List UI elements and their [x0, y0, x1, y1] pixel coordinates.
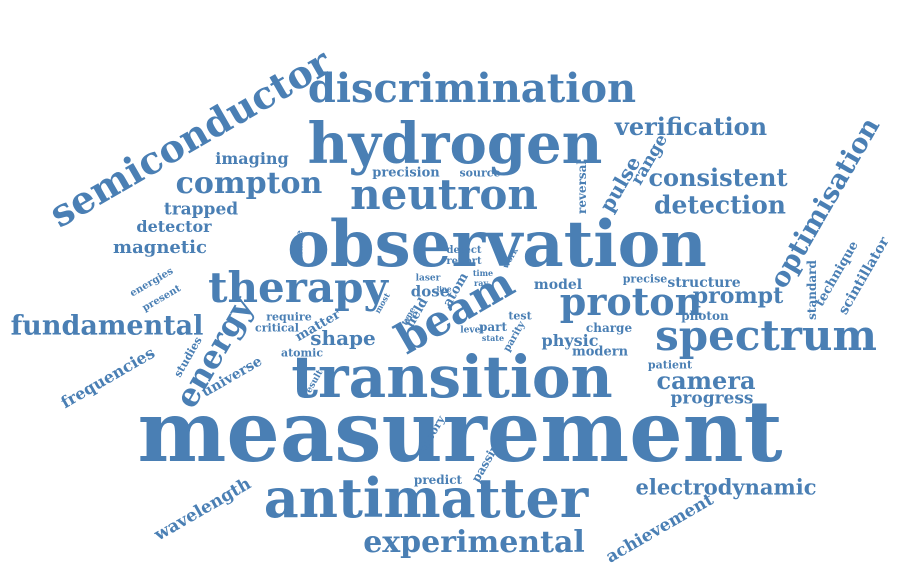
word-predict: predict — [413, 473, 463, 487]
word-detect: detect — [446, 245, 482, 256]
word-require: require — [266, 310, 312, 324]
word-transition: transition — [291, 343, 613, 411]
word-structure: structure — [667, 275, 741, 291]
word-hydrogen: hydrogen — [307, 111, 603, 177]
word-electrodynamic: electrodynamic — [635, 474, 817, 500]
word-progress: progress — [670, 388, 754, 409]
word-spectrum: spectrum — [655, 311, 877, 360]
word-achievement: achievement — [602, 489, 718, 566]
word-test: test — [508, 309, 532, 323]
word-critical: critical — [255, 321, 299, 335]
word-verification: verification — [614, 112, 768, 141]
word-detection: detection — [654, 190, 786, 220]
word-therapy: therapy — [208, 263, 388, 312]
word-trapped: trapped — [163, 199, 239, 220]
word-neutron: neutron — [350, 170, 538, 219]
word-reversal: reversal — [575, 160, 589, 214]
word-photon: photon — [681, 309, 729, 323]
word-line: line — [436, 284, 452, 294]
word-experimental: experimental — [363, 525, 585, 560]
word-consistent: consistent — [648, 163, 788, 192]
word-time: time — [472, 268, 494, 278]
word-fundamental: fundamental — [10, 310, 204, 342]
word-compton: compton — [175, 166, 323, 201]
word-imaging: imaging — [215, 149, 289, 168]
word-state: state — [481, 333, 505, 343]
word-wavelength: wavelength — [150, 473, 255, 546]
word-detector: detector — [136, 217, 212, 236]
word-ray: ray — [473, 278, 489, 288]
word-modern: modern — [571, 344, 629, 360]
word-discrimination: discrimination — [307, 65, 637, 112]
word-magnetic: magnetic — [113, 237, 207, 258]
word-level: level — [460, 325, 484, 336]
word-atomic: atomic — [280, 346, 324, 360]
word-dose: dose — [410, 282, 450, 301]
word-precision: precision — [372, 165, 440, 181]
word-source: source — [459, 166, 501, 180]
word-proton: proton — [559, 279, 703, 324]
word-antimatter: antimatter — [263, 466, 589, 530]
word-measurement: measurement — [137, 382, 783, 481]
word-physic: physic — [541, 331, 599, 350]
word-precise: precise — [622, 272, 668, 286]
word-enable: enable — [295, 230, 306, 264]
word-report: report — [446, 256, 482, 267]
word-standard: standard — [805, 260, 819, 320]
word-camera: camera — [656, 366, 756, 395]
word-charge: charge — [585, 321, 633, 335]
word-patient: patient — [647, 358, 693, 372]
word-shape: shape — [310, 326, 376, 350]
word-laser: laser — [415, 273, 441, 284]
word-prompt: prompt — [692, 283, 784, 309]
word-model: model — [533, 277, 583, 293]
word-observation: observation — [287, 207, 707, 282]
word-part: part — [478, 320, 508, 334]
